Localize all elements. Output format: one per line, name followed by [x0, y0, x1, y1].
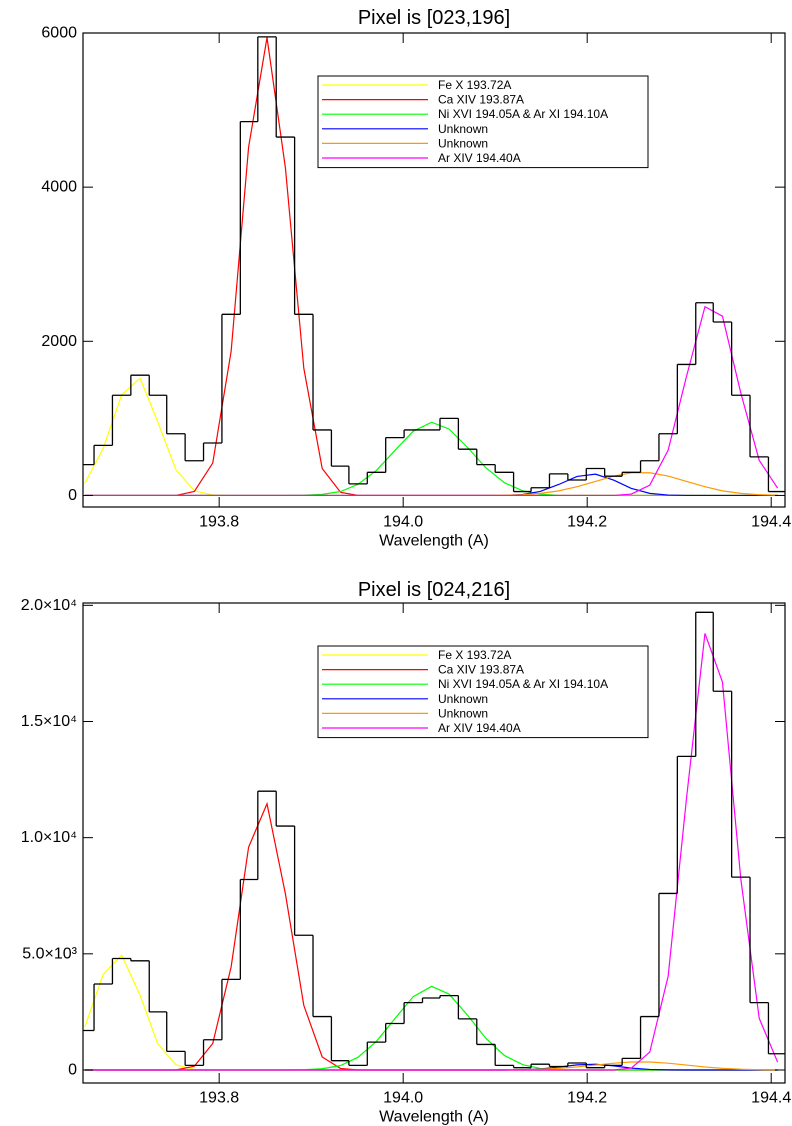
y-tick-label: 1.0×10⁴ [21, 829, 77, 846]
legend-box [317, 75, 649, 169]
fit-line [84, 633, 779, 1071]
legend-label: Ar XIV 194.40A [438, 151, 521, 165]
x-tick-label: 193.8 [199, 514, 239, 531]
chart-title: Pixel is [023,196] [358, 7, 510, 29]
y-tick-label: 5.0×10³ [22, 945, 77, 962]
legend-label: Unknown [438, 136, 488, 150]
fit-line [84, 954, 778, 1071]
legend-label: Ar XIV 194.40A [438, 721, 521, 735]
y-tick-label: 2000 [41, 333, 77, 350]
y-tick-label: 1.5×10⁴ [21, 713, 77, 730]
y-tick-label: 0 [68, 1061, 77, 1078]
plot-frame [82, 602, 786, 1084]
legend-label: Unknown [438, 692, 488, 706]
fit-line [84, 1061, 778, 1071]
legend-label: Ca XIV 193.87A [438, 663, 524, 677]
x-tick-label: 194.2 [567, 1090, 607, 1107]
legend-label: Fe X 193.72A [438, 78, 511, 92]
x-tick-label: 194.2 [567, 514, 607, 531]
x-tick-label: 194.4 [751, 514, 791, 531]
x-axis-label: Wavelength (A) [379, 533, 489, 550]
y-tick-label: 2.0×10⁴ [21, 597, 77, 614]
plot-area [83, 36, 785, 497]
legend-label: Ni XVI 194.05A & Ar XI 194.10A [438, 677, 608, 691]
legend-label: Unknown [438, 706, 488, 720]
chart-panel: Pixel is [023,196] Wavelength (A) 193.8 194… [41, 7, 791, 550]
chart-title: Pixel is [024,216] [358, 579, 510, 601]
x-tick-label: 193.8 [199, 1090, 239, 1107]
legend-label: Ni XVI 194.05A & Ar XI 194.10A [438, 107, 608, 121]
fit-line [84, 801, 778, 1071]
legend-box [317, 645, 649, 739]
y-tick-label: 6000 [41, 25, 77, 42]
x-tick-label: 194.0 [383, 1090, 423, 1107]
x-tick-label: 194.0 [383, 514, 423, 531]
fit-line [84, 305, 779, 497]
legend-label: Unknown [438, 122, 488, 136]
plot-frame [82, 32, 786, 508]
y-tick-label: 4000 [41, 179, 77, 196]
legend-label: Ca XIV 193.87A [438, 93, 524, 107]
y-tick-label: 0 [68, 487, 77, 504]
legend-label: Fe X 193.72A [438, 648, 511, 662]
x-tick-label: 194.4 [751, 1090, 791, 1107]
fit-line [84, 985, 778, 1071]
x-axis-label: Wavelength (A) [379, 1109, 489, 1126]
chart-panel: Pixel is [024,216] Wavelength (A) 193.8 194… [21, 579, 792, 1126]
plot-area [83, 611, 785, 1071]
